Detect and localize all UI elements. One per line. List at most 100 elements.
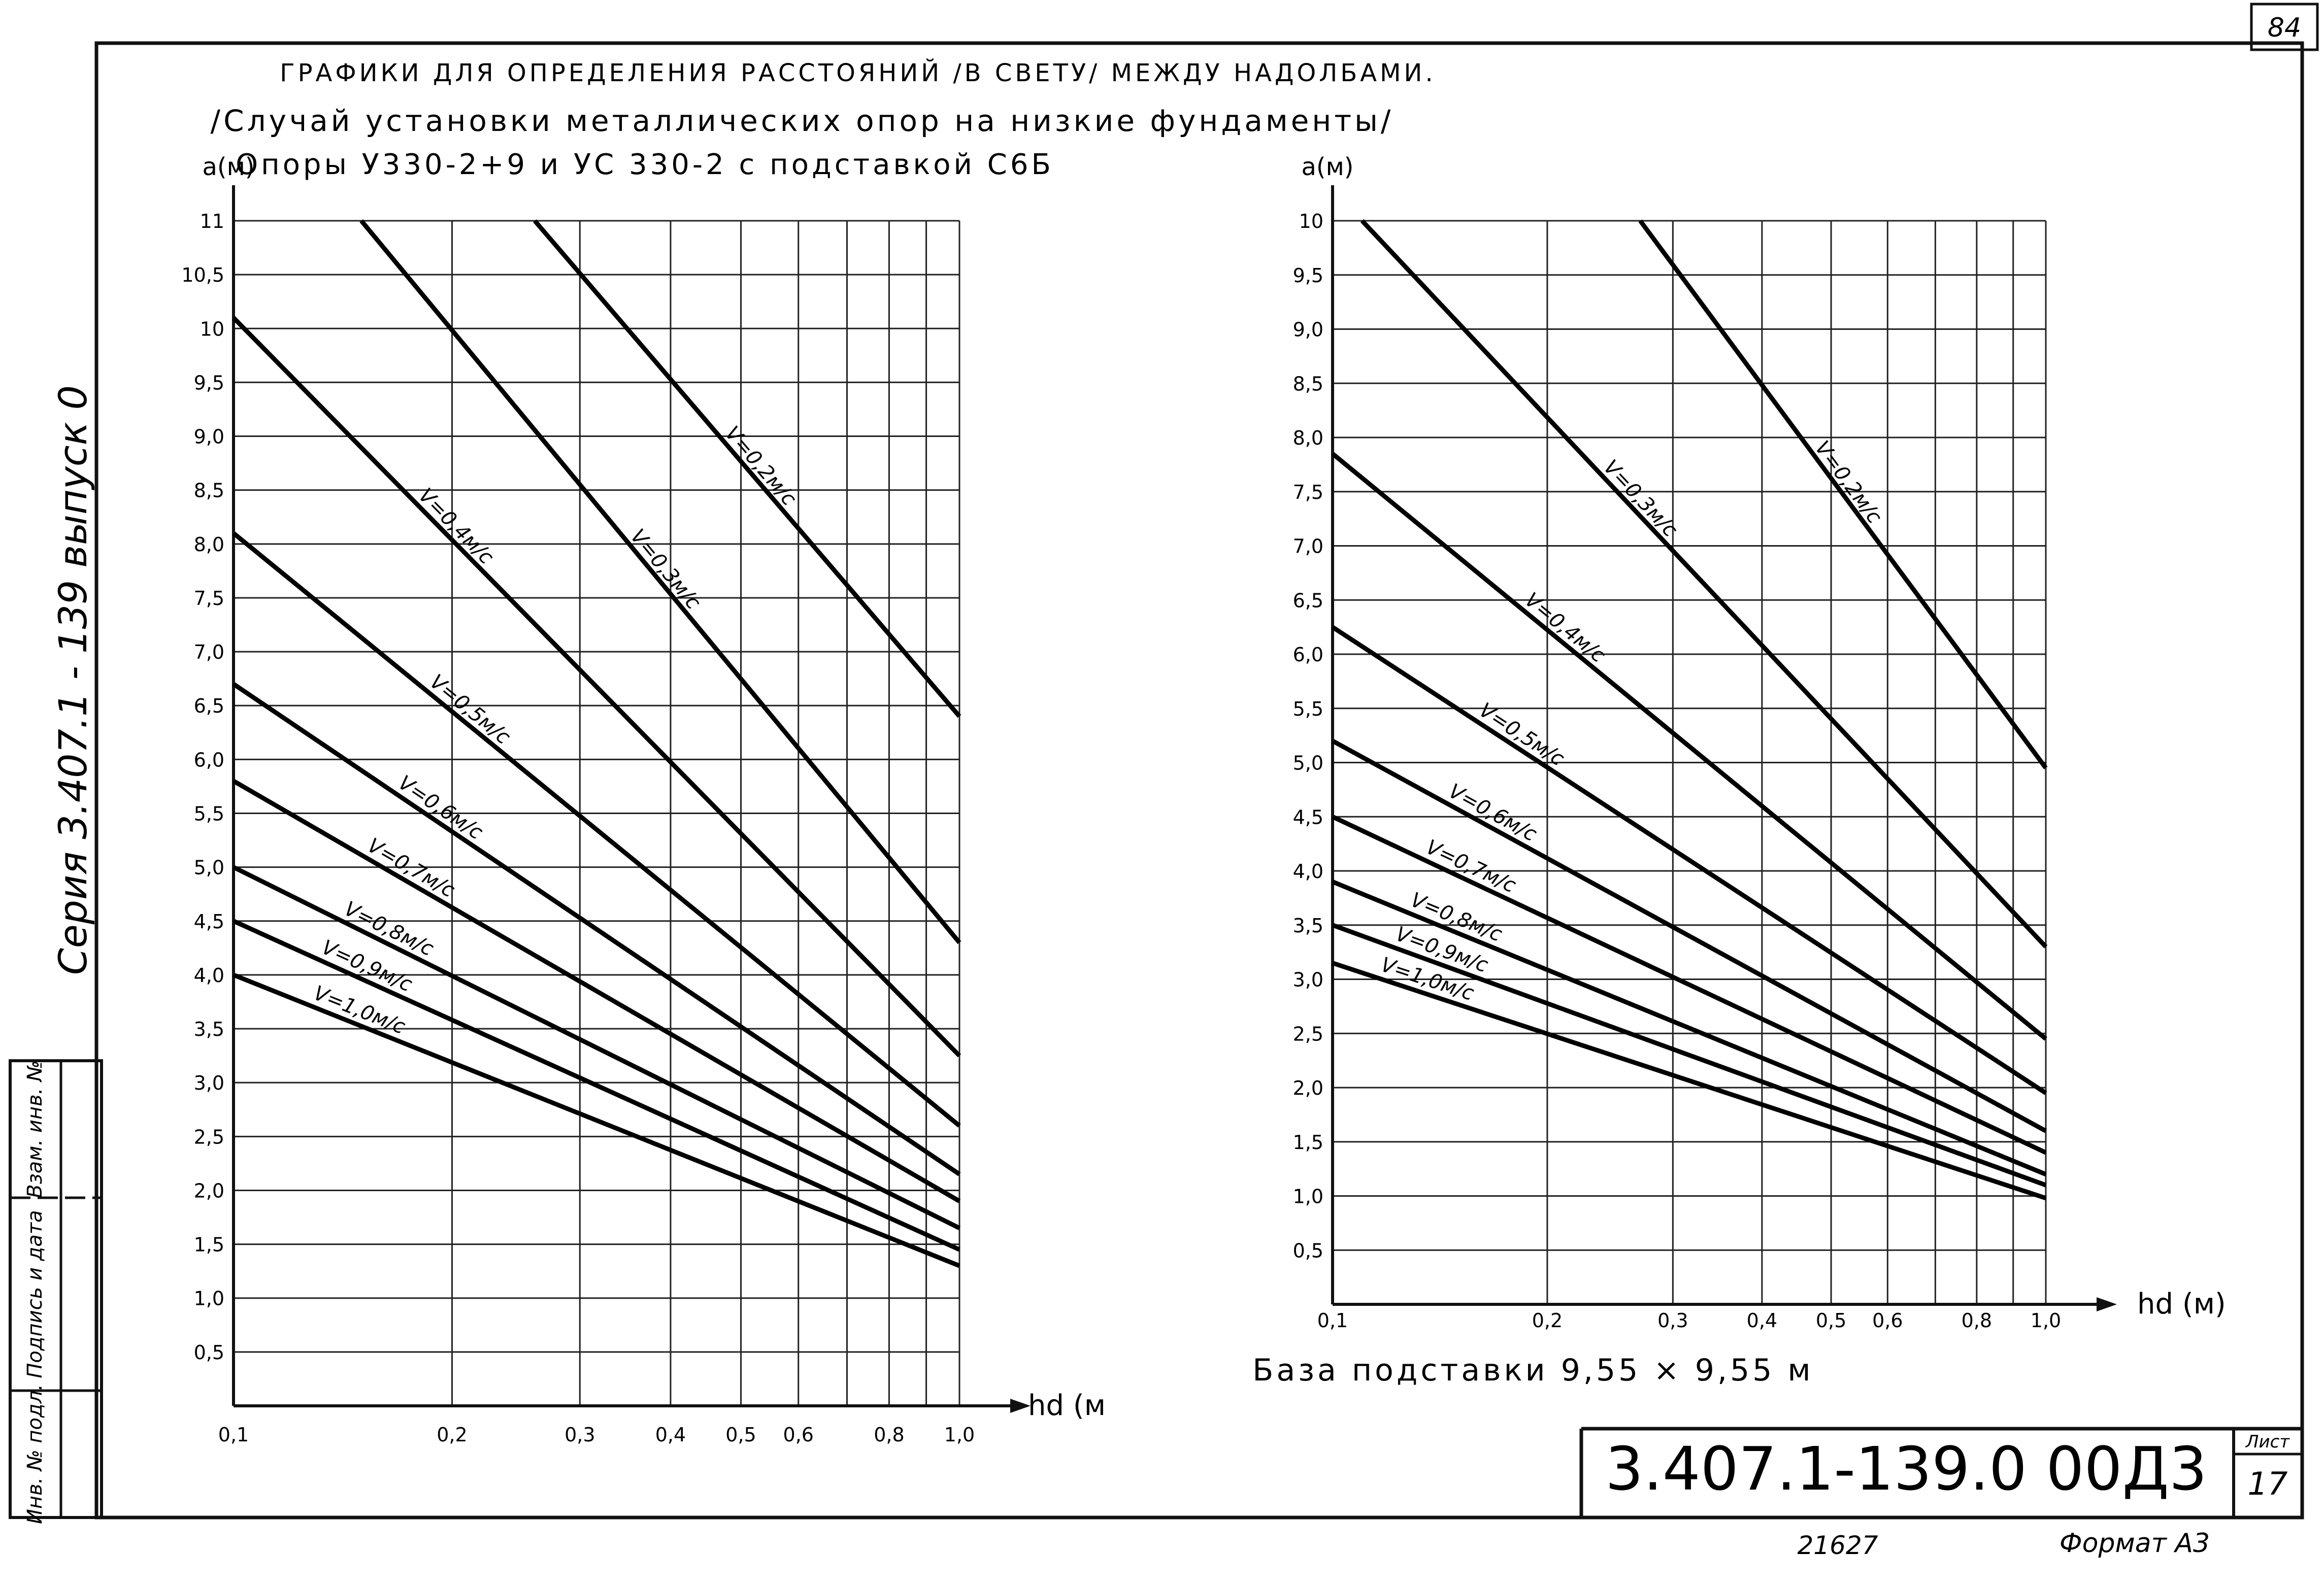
sheet-frame [94, 41, 2304, 1520]
y-tick-label: 3,5 [1293, 915, 1323, 937]
x-tick-label: 0,8 [874, 1424, 904, 1446]
series-label: V=0,4м/с [414, 484, 498, 569]
right-chart-caption: База подставки 9,55 × 9,55 м [1252, 1353, 1813, 1388]
series-line [359, 219, 961, 945]
x-tick-label: 1,0 [944, 1424, 975, 1446]
series-line [1638, 219, 2048, 769]
x-tick-label: 0,3 [565, 1424, 595, 1446]
y-tick-label: 1,0 [194, 1288, 224, 1310]
y-tick-label: 3,5 [194, 1018, 224, 1040]
y-tick-label: 9,5 [1293, 264, 1323, 287]
y-tick-label: 10,5 [181, 264, 224, 286]
y-tick-label: 6,0 [1293, 644, 1323, 666]
y-tick-label: 2,5 [194, 1126, 224, 1148]
y-tick-label: 3,0 [194, 1072, 224, 1094]
x-tick-label: 0,8 [1962, 1309, 1992, 1332]
y-tick-label: 2,5 [1293, 1023, 1323, 1045]
sheet-label: Лист [2245, 1432, 2290, 1452]
series-line [1360, 219, 2048, 949]
y-tick-label: 7,0 [1293, 535, 1323, 558]
archive-number: 21627 [1797, 1531, 1878, 1560]
series-line [233, 919, 960, 1252]
series-line [232, 779, 961, 1203]
x-tick-label: 0,1 [218, 1424, 249, 1446]
x-axis-arrow [1010, 1399, 1031, 1413]
approval-table-frame [9, 1059, 103, 1519]
series-line [231, 316, 961, 1058]
series-line [1331, 452, 2047, 1041]
series-label: V=0,6м/с [394, 771, 487, 845]
series-label: V=0,2м/с [720, 422, 801, 510]
side-label-inventory: Инв. № подл. [23, 1384, 47, 1524]
y-tick-label: 0,5 [1293, 1239, 1323, 1262]
y-tick-label: 5,0 [1293, 752, 1323, 774]
y-axis-label: a(м) [1301, 153, 1353, 181]
y-tick-label: 6,5 [194, 695, 224, 717]
y-tick-label: 5,5 [1293, 698, 1323, 720]
y-tick-label: 7,5 [194, 587, 224, 610]
approval-table: Взам. инв. № Подпись и дата Инв. № подл. [9, 1059, 103, 1524]
series-label: V=0,5м/с [425, 670, 515, 749]
y-tick-label: 9,0 [1293, 319, 1323, 341]
x-tick-label: 0,1 [1317, 1309, 1348, 1332]
x-axis-label: hd (м [1028, 1389, 1106, 1422]
series-line [1332, 880, 2047, 1176]
x-tick-label: 0,2 [1532, 1309, 1563, 1332]
side-label-replacement: Взам. инв. № [23, 1060, 47, 1198]
series-line [232, 531, 961, 1128]
series-label: V=0,6м/с [1445, 780, 1541, 847]
page-number-box [2250, 3, 2319, 51]
x-tick-label: 0,2 [437, 1424, 467, 1446]
drawing-code: 3.407.1-139.0 00Д3 [1605, 1434, 2207, 1504]
x-axis-label: hd (м) [2137, 1288, 2226, 1321]
series-line [232, 682, 961, 1176]
y-tick-label: 11 [200, 210, 224, 232]
x-tick-label: 0,3 [1657, 1309, 1688, 1332]
series-line [232, 865, 961, 1230]
y-tick-label: 1,5 [1293, 1131, 1323, 1154]
y-tick-label: 5,0 [194, 857, 224, 879]
y-tick-label: 4,5 [194, 910, 224, 933]
series-line [533, 219, 961, 718]
page-number: 84 [2268, 13, 2301, 43]
y-tick-label: 8,0 [194, 533, 224, 556]
y-tick-label: 2,0 [1293, 1077, 1323, 1099]
series-line [1332, 815, 2047, 1155]
y-tick-label: 6,5 [1293, 589, 1323, 612]
x-tick-label: 0,6 [1872, 1309, 1903, 1332]
series-label: Серия 3.407.1 - 139 выпуск 0 [50, 385, 95, 975]
y-tick-label: 7,5 [1293, 481, 1323, 503]
series-line [1332, 923, 2047, 1188]
left-chart-title: Опоры У330-2+9 и УС 330-2 с подставкой С… [236, 148, 1054, 181]
sheet-number: 17 [2248, 1465, 2288, 1502]
side-label-signature: Подпись и дата [23, 1210, 47, 1378]
y-tick-label: 4,5 [1293, 806, 1323, 828]
series-line [1331, 738, 2047, 1133]
title-block: 3.407.1-139.0 00Д3 Лист 17 [1579, 1427, 2302, 1517]
y-tick-label: 1,5 [194, 1234, 224, 1256]
series-label: V=0,2м/с [1810, 436, 1886, 528]
y-tick-label: 8,5 [194, 480, 224, 502]
x-tick-label: 1,0 [2031, 1309, 2061, 1332]
y-tick-label: 10 [1299, 210, 1323, 232]
y-tick-label: 6,0 [194, 749, 224, 771]
y-tick-label: 3,0 [1293, 969, 1323, 991]
y-axis-label: a(м) [202, 153, 254, 181]
series-line [1331, 625, 2047, 1095]
y-tick-label: 8,5 [1293, 373, 1323, 395]
x-tick-label: 0,4 [655, 1424, 686, 1446]
y-tick-label: 2,0 [194, 1179, 224, 1202]
y-tick-label: 1,0 [1293, 1186, 1323, 1208]
x-tick-label: 0,6 [783, 1424, 814, 1446]
y-tick-label: 4,0 [194, 964, 224, 987]
y-tick-label: 0,5 [194, 1341, 224, 1364]
y-tick-label: 9,5 [194, 372, 224, 394]
series-label: V=0,3м/с [626, 525, 706, 614]
series-label: V=0,7м/с [363, 834, 459, 902]
x-tick-label: 0,5 [725, 1424, 756, 1446]
series-line [1332, 961, 2047, 1201]
y-tick-label: 5,5 [194, 803, 224, 825]
left-chart: 0,5 1,0 1,5 2,0 2,5 3,0 3,5 4,0 4,5 5,0 5,5 6,0 6,5 7… [181, 153, 1106, 1446]
series-label: V=0,5м/с [1475, 698, 1568, 771]
